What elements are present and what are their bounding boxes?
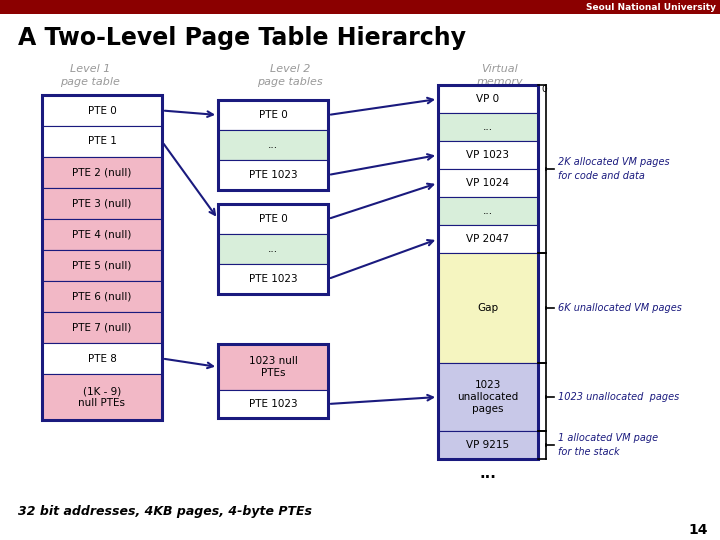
Bar (438, 431, 538, 459)
Bar (42, 188, 162, 219)
Text: ...: ... (483, 122, 493, 132)
Bar (438, 197, 538, 225)
Bar (42, 126, 162, 157)
Bar (218, 100, 328, 190)
Text: A Two-Level Page Table Hierarchy: A Two-Level Page Table Hierarchy (18, 26, 466, 50)
Text: 0: 0 (541, 85, 546, 94)
Text: ...: ... (268, 140, 278, 150)
Bar (218, 344, 328, 390)
Text: PTE 2 (null): PTE 2 (null) (72, 167, 132, 178)
Bar (42, 250, 162, 281)
Text: VP 9215: VP 9215 (467, 440, 510, 450)
Text: VP 0: VP 0 (477, 94, 500, 104)
Text: Gap: Gap (477, 303, 498, 313)
Text: ...: ... (483, 206, 493, 216)
Text: PTE 1023: PTE 1023 (248, 274, 297, 284)
Text: PTE 4 (null): PTE 4 (null) (72, 230, 132, 240)
Bar (42, 157, 162, 188)
Bar (218, 344, 328, 418)
Text: Level 1
page table: Level 1 page table (60, 64, 120, 87)
Text: 14: 14 (688, 523, 708, 537)
Text: PTE 1: PTE 1 (88, 137, 117, 146)
Bar (218, 160, 328, 190)
Bar (438, 141, 538, 169)
Text: 1023 null
PTEs: 1023 null PTEs (248, 356, 297, 378)
Text: Virtual
memory: Virtual memory (477, 64, 523, 87)
Bar (218, 204, 328, 294)
Bar (438, 113, 538, 141)
Bar (438, 225, 538, 253)
Bar (42, 281, 162, 312)
Bar (218, 100, 328, 130)
Text: Level 2
page tables: Level 2 page tables (257, 64, 323, 87)
Bar (218, 264, 328, 294)
Text: PTE 5 (null): PTE 5 (null) (72, 260, 132, 271)
Text: PTE 8: PTE 8 (88, 354, 117, 363)
Bar (218, 130, 328, 160)
Bar (218, 204, 328, 234)
Text: Seoul National University: Seoul National University (586, 3, 716, 11)
Text: VP 1024: VP 1024 (467, 178, 510, 188)
Bar (438, 169, 538, 197)
Bar (0, 0, 720, 14)
Text: PTE 7 (null): PTE 7 (null) (72, 322, 132, 333)
Text: 1023
unallocated
pages: 1023 unallocated pages (457, 380, 518, 414)
Text: 1 allocated VM page
for the stack: 1 allocated VM page for the stack (558, 434, 658, 457)
Text: PTE 3 (null): PTE 3 (null) (72, 199, 132, 208)
Text: 1023 unallocated  pages: 1023 unallocated pages (558, 392, 679, 402)
Text: PTE 0: PTE 0 (258, 110, 287, 120)
Text: VP 2047: VP 2047 (467, 234, 510, 244)
Bar (42, 374, 162, 420)
Bar (438, 85, 538, 459)
Text: PTE 6 (null): PTE 6 (null) (72, 292, 132, 301)
Bar (438, 253, 538, 363)
Bar (42, 95, 162, 420)
Bar (218, 234, 328, 264)
Text: PTE 0: PTE 0 (88, 105, 117, 116)
Text: ...: ... (268, 244, 278, 254)
Bar (42, 343, 162, 374)
Text: (1K - 9)
null PTEs: (1K - 9) null PTEs (78, 386, 125, 408)
Bar (438, 85, 538, 113)
Text: 32 bit addresses, 4KB pages, 4-byte PTEs: 32 bit addresses, 4KB pages, 4-byte PTEs (18, 505, 312, 518)
Bar (42, 95, 162, 126)
Text: ...: ... (480, 465, 496, 481)
Text: PTE 1023: PTE 1023 (248, 399, 297, 409)
Bar (218, 390, 328, 418)
Text: PTE 0: PTE 0 (258, 214, 287, 224)
Text: VP 1023: VP 1023 (467, 150, 510, 160)
Text: 2K allocated VM pages
for code and data: 2K allocated VM pages for code and data (558, 157, 670, 180)
Bar (42, 312, 162, 343)
Bar (438, 363, 538, 431)
Text: 6K unallocated VM pages: 6K unallocated VM pages (558, 303, 682, 313)
Bar (42, 219, 162, 250)
Text: PTE 1023: PTE 1023 (248, 170, 297, 180)
